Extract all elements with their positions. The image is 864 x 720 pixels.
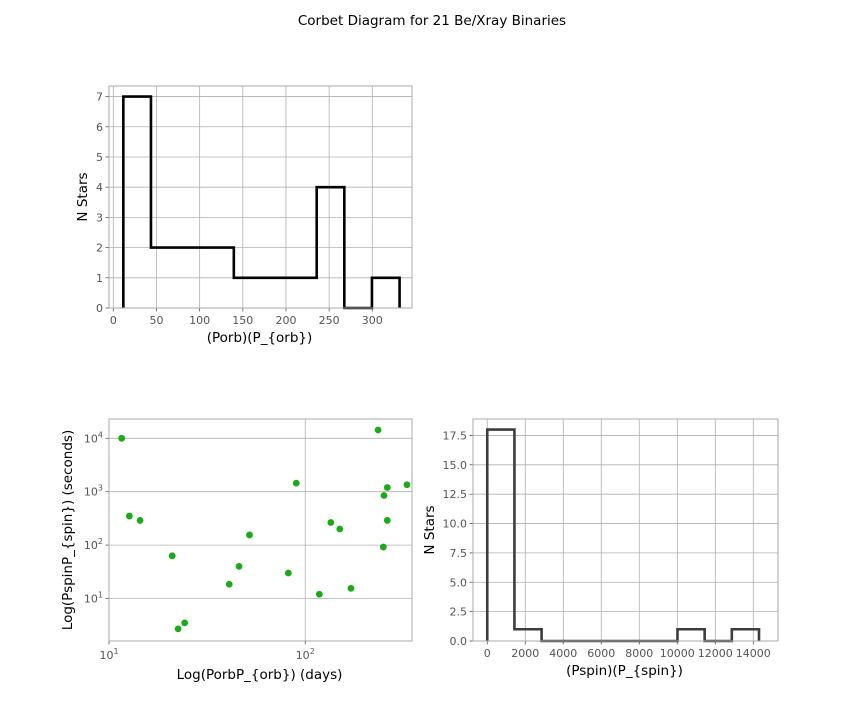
ax2-xtick-label: 12000 [698,647,733,660]
ax2-ytick-label: 2.5 [450,606,468,619]
ax2-ytick-label: 12.5 [443,488,468,501]
scatter-point-13 [336,525,344,533]
ax0-xtick-label: 150 [232,314,253,327]
scatter-point-3 [168,552,176,560]
figure-title: Corbet Diagram for 21 Be/Xray Binaries [298,13,566,29]
ax2-frame [472,418,779,642]
ax2-gridlines [473,419,778,642]
ax0-ytick-label: 0 [96,302,103,315]
ax1-ytick-label: 102 [84,537,103,552]
scatter-point-18 [383,484,391,491]
ax0-xtick-label: 200 [275,314,296,327]
ax1-xtick-label: 101 [99,647,118,662]
scatter-point-1 [125,512,133,520]
ax0-xtick-label: 250 [319,314,340,327]
scatter-point-7 [235,562,243,570]
scatter-point-19 [383,517,391,524]
ax0-ytick-label: 3 [96,211,103,224]
ax2-xtick-label: 2000 [511,647,539,660]
scatter-point-0 [118,434,126,442]
ax1-ytick-label: 104 [84,430,103,445]
ax2-xtick-label: 14000 [736,647,771,660]
ax0-xtick-label: 100 [189,314,210,327]
ax0-ytick-label: 2 [96,242,103,255]
scatter-point-8 [246,531,253,539]
ax2-xtick-label: 10000 [660,647,695,660]
ax0-frame [108,85,413,309]
scatter-point-17 [380,492,388,499]
ax2-xlabel: (Pspin)(P_{spin}) [566,663,683,679]
ax0-ytick-label: 7 [96,91,103,104]
scatter-point-12 [327,519,335,526]
ax1-xtick-label: 102 [296,647,315,662]
ax2-xtick-label: 0 [484,647,491,660]
ax2-ylabel: N Stars [422,505,438,554]
ax2-ytick-label: 17.5 [443,429,468,442]
scatter-point-10 [292,479,300,487]
ax1-gridlines [108,419,412,641]
ax0-xtick-label: 0 [110,314,117,327]
scatter-point-20 [403,481,411,489]
ax0-histogram-step [122,95,401,310]
ax0-ytick-label: 1 [96,272,103,285]
scatter-point-16 [379,543,387,551]
scatter-point-11 [315,590,323,598]
ax2-ytick-label: 10.0 [443,518,468,531]
scatter-point-9 [284,569,292,577]
scatter-point-2 [136,517,144,524]
scatter-point-14 [347,584,355,592]
scatter-point-15 [374,426,382,434]
ax2-ytick-label: 15.0 [443,459,468,472]
ax2-xtick-label: 4000 [549,647,577,660]
ax0-xtick-label: 300 [362,314,383,327]
spin-period-histogram-axes: (Pspin)(P_{spin}) N Stars 0 2000 4000 6000 8… [422,418,779,679]
ax0-ytick-label: 5 [96,151,103,164]
scatter-point-6 [225,580,233,588]
scatter-point-4 [174,625,182,633]
ax0-xlabel: (Porb)(P_{orb}) [207,330,313,346]
ax0-ytick-label: 4 [96,181,103,194]
ax2-xtick-label: 8000 [625,647,653,660]
ax0-gridlines [109,86,412,309]
ax0-xtick-label: 50 [149,314,163,327]
ax2-ytick-label: 0.0 [450,635,468,648]
ax1-ylabel: Log(PspinP_{spin}) (seconds) [60,430,76,630]
ax1-ytick-label: 101 [84,591,103,606]
ax2-histogram-step [485,428,761,643]
ax2-ytick-label: 5.0 [450,576,468,589]
orbital-period-histogram-axes: (Porb)(P_{orb}) N Stars 0 50 100 150 200 250 3… [75,85,413,346]
ax2-ytick-label: 7.5 [450,547,468,560]
ax1-ytick-label: 103 [84,484,103,499]
ax0-ylabel: N Stars [75,172,91,221]
scatter-point-5 [181,619,189,627]
ax1-frame [108,418,413,642]
ax1-xlabel: Log(PorbP_{orb}) (days) [177,667,343,683]
ax0-ytick-label: 6 [96,121,103,134]
spin-vs-orbit-scatter-axes: Log(PorbP_{orb}) (days) Log(PspinP_{spin… [60,418,413,683]
ax2-xtick-label: 6000 [587,647,615,660]
